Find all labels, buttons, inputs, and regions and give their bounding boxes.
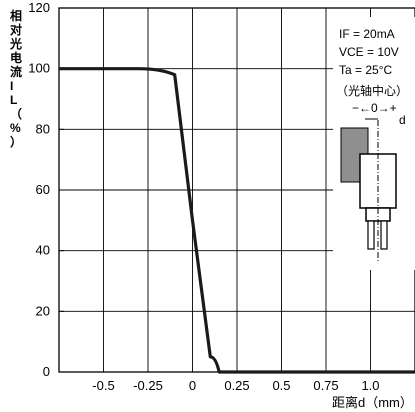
x-tick-label: 0.25 bbox=[224, 378, 249, 393]
series-line bbox=[59, 67, 415, 374]
tick-labels: -0.5 -0.25 0 0.25 0.5 0.75 1.0 0 20 40 60 80 100 120 bbox=[28, 0, 379, 393]
x-tick-label: 0 bbox=[189, 378, 196, 393]
x-tick-label: -0.5 bbox=[92, 378, 114, 393]
x-axis-label: 距离d（mm） bbox=[332, 395, 413, 410]
sensor-diagram: （光轴中心） −←0→+ d bbox=[333, 78, 415, 270]
x-tick-label: 0.75 bbox=[313, 378, 338, 393]
y-tick-label: 100 bbox=[28, 61, 50, 76]
y-tick-label: 80 bbox=[36, 121, 50, 136]
y-axis-label: 相对光电流 I L （%） bbox=[9, 8, 22, 149]
condition-vce: VCE = 10V bbox=[339, 45, 399, 59]
condition-if: IF = 20mA bbox=[339, 27, 395, 41]
y-tick-label: 60 bbox=[36, 182, 50, 197]
distance-d-label: d bbox=[399, 113, 406, 127]
optical-axis-label: （光轴中心） bbox=[336, 83, 408, 98]
sensor-lead-right bbox=[380, 220, 388, 250]
y-tick-label: 120 bbox=[28, 0, 50, 15]
x-tick-label: 1.0 bbox=[361, 378, 379, 393]
series-layer bbox=[59, 67, 415, 374]
direction-arrow-label: −←0→+ bbox=[352, 101, 397, 115]
x-tick-label: 0.5 bbox=[272, 378, 290, 393]
y-tick-label: 40 bbox=[36, 243, 50, 258]
sensor-lead-left bbox=[367, 220, 375, 250]
y-tick-label: 20 bbox=[36, 303, 50, 318]
condition-ta: Ta = 25°C bbox=[339, 63, 392, 77]
y-tick-label: 0 bbox=[43, 364, 50, 379]
x-tick-label: -0.25 bbox=[133, 378, 163, 393]
